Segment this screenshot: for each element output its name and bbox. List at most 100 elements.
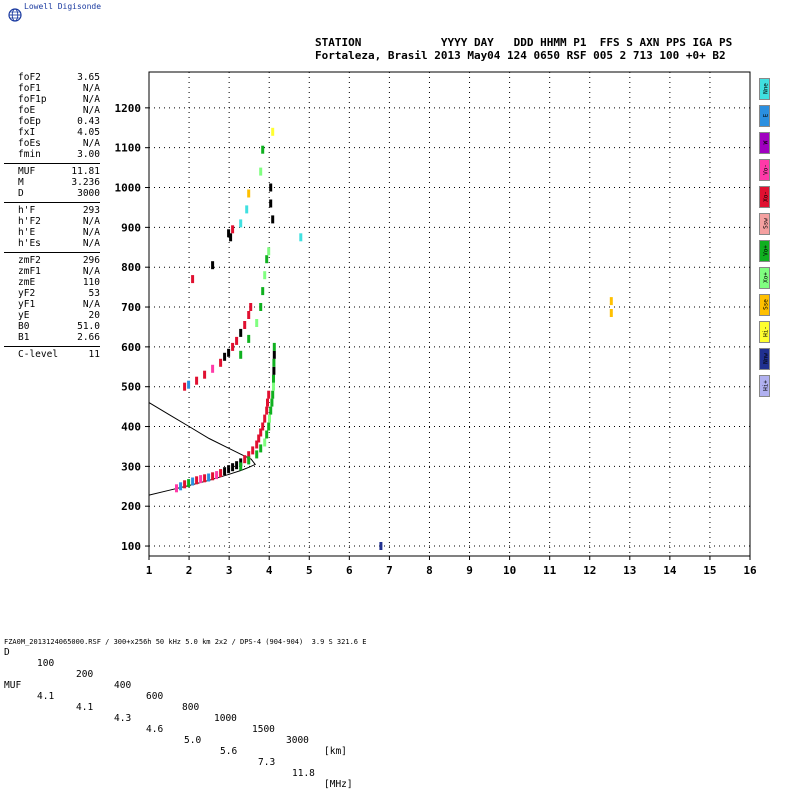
parameter-value: 4.05 [77,127,100,138]
parameter-name: foE [18,105,36,116]
parameter-value: N/A [82,238,100,249]
f1-ordinary-echo-point [183,480,187,489]
y-tick-label: 600 [121,341,141,354]
x-tick-label: 15 [703,564,716,577]
f1-extraordinary-echo-point [268,414,271,423]
muf-value: 4.3 [114,713,132,724]
f1-ordinary-echo-point [227,465,231,474]
legend-swatch: Hi- [759,321,770,343]
f1-extraordinary-echo-point [259,444,263,453]
f1-ordinary-echo-point [265,406,269,415]
multihop-echo-point [239,219,243,228]
f1-ordinary-echo-point [267,390,271,399]
parameter-row: foE N/A [4,105,100,116]
f2-ordinary-echo-point [195,376,199,385]
muf-value: 7.3 [258,757,276,768]
parameter-row: fmin 3.00 [4,149,100,160]
legend-swatch: W [759,132,770,154]
distance-value: 600 [146,691,164,702]
legend-label: Xo+ [762,272,770,283]
y-tick-label: 700 [121,301,141,314]
station-header-values: Fortaleza, Brasil 2013 May04 124 0650 RS… [315,49,726,62]
multihop-echo-point [271,127,275,136]
parameter-row: foEp 0.43 [4,116,100,127]
distance-value: 400 [114,680,132,691]
parameter-name: zmF2 [18,255,41,266]
parameter-name: B0 [18,321,30,332]
parameter-row: h'E N/A [4,227,100,238]
parameter-name: h'F2 [18,216,41,227]
isolated-echo-point [609,297,613,306]
f1-extraordinary-echo-point [272,350,276,359]
y-tick-label: 100 [121,540,141,553]
x-tick-label: 13 [623,564,636,577]
f1-ordinary-echo-point [223,467,227,476]
multihop-echo-point [211,261,215,270]
f2-ordinary-echo-point [243,321,247,329]
f1-extraordinary-echo-point [272,342,276,351]
legend-label: Vo+ [762,245,770,256]
legend-label: Hi- [762,326,770,337]
parameter-value: 0.43 [77,116,100,127]
f2-extraordinary-echo-point [247,334,251,343]
parameter-row: foF1 N/A [4,83,100,94]
parameter-row: foEs N/A [4,138,100,149]
legend-swatch: Vo+ [759,240,770,262]
parameter-value: N/A [82,94,100,105]
f1-ordinary-echo-point [257,434,261,443]
parameter-separator [4,202,100,203]
f1-extraordinary-echo-point [247,456,251,465]
parameter-separator [4,346,100,347]
muf-value: 5.6 [220,746,238,757]
parameter-value: N/A [82,227,100,238]
f2-ordinary-echo-point [203,370,207,379]
f2-ordinary-echo-point [211,364,215,373]
f1-ordinary-echo-point [211,472,215,481]
multihop-echo-point [191,275,195,284]
parameter-row: MUF 11.81 [4,166,100,177]
legend-label: E [762,113,770,118]
x-tick-label: 10 [503,564,516,577]
distance-value: 100 [37,658,55,669]
f1-ordinary-echo-point [179,482,183,491]
f1-extraordinary-echo-point [270,398,274,407]
x-tick-label: 7 [386,564,393,577]
f2-extraordinary-echo-point [265,255,269,264]
parameter-value: N/A [82,83,100,94]
logo [8,2,128,26]
distance-value: 1500 [252,724,275,735]
parameter-name: foF2 [18,72,41,83]
y-tick-label: 800 [121,261,141,274]
distance-value: 1000 [214,713,237,724]
x-tick-label: 1 [146,564,153,577]
f2-extraordinary-echo-point [267,247,271,256]
f1-ordinary-echo-point [215,471,219,480]
f1-ordinary-echo-point [243,455,247,464]
f1-ordinary-echo-point [203,474,207,483]
f1-extraordinary-echo-point [272,382,275,391]
parameter-name: M [18,177,24,188]
muf-label: MUF [4,680,22,691]
y-tick-label: 1100 [115,142,142,155]
f2-extraordinary-echo-point [239,350,243,359]
muf-value: 4.1 [37,691,55,702]
parameter-name: foEp [18,116,41,127]
parameter-name: zmF1 [18,266,41,277]
f1-extraordinary-echo-point [265,430,269,439]
parameter-value: N/A [82,266,100,277]
parameter-value: 293 [82,205,100,216]
isolated-echo-point [379,542,383,550]
f2-ordinary-echo-point [219,358,223,367]
f1-ordinary-echo-point [175,484,178,493]
f2-ordinary-echo-point [247,311,251,319]
legend-label: Nne [762,83,770,94]
parameter-row: D 3000 [4,188,100,199]
parameter-row: C-level 11 [4,349,100,360]
f1-extraordinary-echo-point [271,390,275,399]
parameter-name: C-level [18,349,59,360]
f1-extraordinary-echo-point [272,374,275,383]
legend-swatch: E [759,105,770,127]
multihop-echo-point [261,145,265,154]
y-tick-label: 400 [121,421,141,434]
station-header-labels: STATION YYYY DAY DDD HHMM P1 FFS S AXN P… [315,36,733,49]
